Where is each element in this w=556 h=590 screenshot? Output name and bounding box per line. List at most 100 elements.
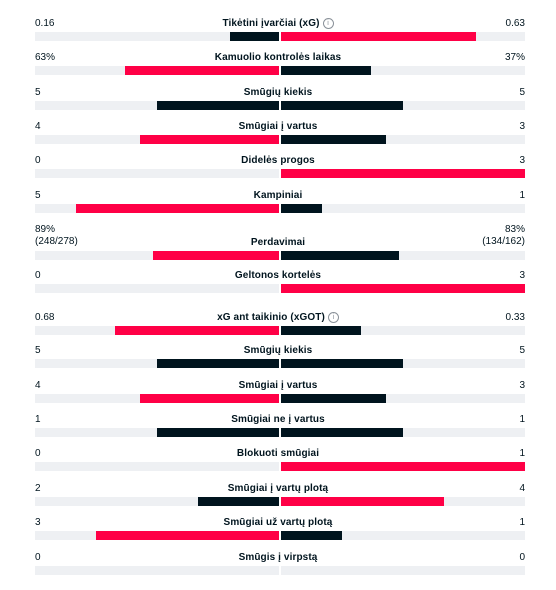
away-bar-track [281,326,525,335]
home-value: 3 [35,517,41,528]
away-passes-detail: (134/162) [482,236,525,247]
stat-label-text: Smūgiai už vartų plotą [223,517,333,528]
home-value: 0.68 [35,312,55,323]
away-bar-fill [281,251,399,260]
away-bar-track [281,462,525,471]
home-value: 0 [35,270,41,281]
stat-label-text: xG ant taikinio (xGOT) [217,312,325,323]
away-value: 0.33 [505,312,525,323]
home-bar-track [35,531,279,540]
stat-label: Smūgiai į vartų plotą [0,482,556,496]
stat-label: Kampiniai [0,189,556,203]
away-bar-fill [281,169,525,178]
away-bar-track [281,394,525,403]
stat-label-text: Smūgiai į vartų plotą [227,483,329,494]
home-bar-fill [157,428,279,437]
home-value: 2 [35,483,41,494]
home-bar-track [35,284,279,293]
away-bar-track [281,32,525,41]
away-bar-fill [281,32,476,41]
home-bar-track [35,359,279,368]
home-value: 63% [35,52,56,63]
away-bar-track [281,284,525,293]
home-value: 4 [35,380,41,391]
info-icon[interactable]: i [327,312,339,323]
stat-label-text: Smūgiai į vartus [238,121,318,132]
away-bar-fill [281,66,372,75]
away-value: 0 [519,552,525,563]
away-bar-fill [281,462,525,471]
stat-label-text: Kampiniai [253,190,303,201]
stat-label: xG ant taikinio (xGOT) i [0,311,556,325]
away-bar-fill [281,428,403,437]
home-value: 5 [35,345,41,356]
home-bar-track [35,66,279,75]
away-bar-track [281,531,525,540]
home-value: 1 [35,414,41,425]
stat-label: Didelės progos [0,154,556,168]
away-value: 1 [519,448,525,459]
away-value: 4 [519,483,525,494]
home-bar-fill [75,204,279,213]
home-bar-track [35,326,279,335]
home-value: 0 [35,552,41,563]
away-bar-fill [281,284,525,293]
away-value: 37% [504,52,525,63]
home-bar-fill [157,101,279,110]
away-bar-fill [281,531,342,540]
away-bar-track [281,251,525,260]
home-value: 0.16 [35,18,55,29]
away-value: 3 [519,270,525,281]
stat-label: Smūgiai ne į vartus [0,413,556,427]
stat-label: Smūgių kiekis [0,344,556,358]
home-value: 0 [35,155,41,166]
home-bar-fill [139,394,279,403]
stat-label-text: Smūgių kiekis [243,87,313,98]
stat-label-text: Perdavimai [250,237,306,248]
home-bar-fill [229,32,279,41]
home-bar-fill [152,251,279,260]
home-bar-track [35,462,279,471]
home-bar-fill [114,326,279,335]
home-bar-track [35,251,279,260]
stat-label-text: Smūgiai ne į vartus [231,414,325,425]
away-value: 1 [519,190,525,201]
home-value: 5 [35,87,41,98]
home-bar-fill [197,497,279,506]
away-bar-fill [281,326,361,335]
away-value: 83% [504,224,525,235]
stat-label: Smūgių kiekis [0,86,556,100]
away-bar-track [281,497,525,506]
home-bar-track [35,204,279,213]
stat-label-text: Smūgis į virpstą [238,552,318,563]
away-bar-track [281,359,525,368]
away-value: 3 [519,380,525,391]
away-value: 0.63 [505,18,525,29]
stat-label-text: Tikėtini įvarčiai (xG) [222,18,320,29]
home-bar-track [35,32,279,41]
home-bar-track [35,428,279,437]
info-icon[interactable]: i [322,18,334,29]
away-bar-fill [281,135,386,144]
away-value: 3 [519,121,525,132]
home-value: 5 [35,190,41,201]
away-bar-track [281,101,525,110]
stat-label: Smūgiai į vartus [0,120,556,134]
home-bar-track [35,566,279,575]
home-bar-track [35,101,279,110]
home-bar-track [35,135,279,144]
home-bar-fill [139,135,279,144]
away-bar-track [281,66,525,75]
away-bar-track [281,428,525,437]
home-bar-fill [96,531,279,540]
away-bar-track [281,135,525,144]
home-bar-track [35,169,279,178]
stat-label-text: Smūgių kiekis [243,345,313,356]
home-passes-detail: (248/278) [35,236,78,247]
stat-label: Perdavimai [0,236,556,250]
away-value: 5 [519,87,525,98]
home-bar-fill [125,66,279,75]
away-bar-fill [281,359,403,368]
away-value: 1 [519,414,525,425]
home-bar-track [35,394,279,403]
